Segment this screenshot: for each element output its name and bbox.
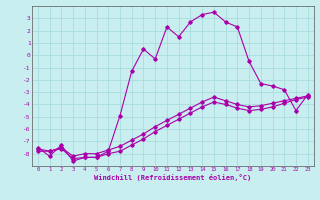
X-axis label: Windchill (Refroidissement éolien,°C): Windchill (Refroidissement éolien,°C) [94, 174, 252, 181]
